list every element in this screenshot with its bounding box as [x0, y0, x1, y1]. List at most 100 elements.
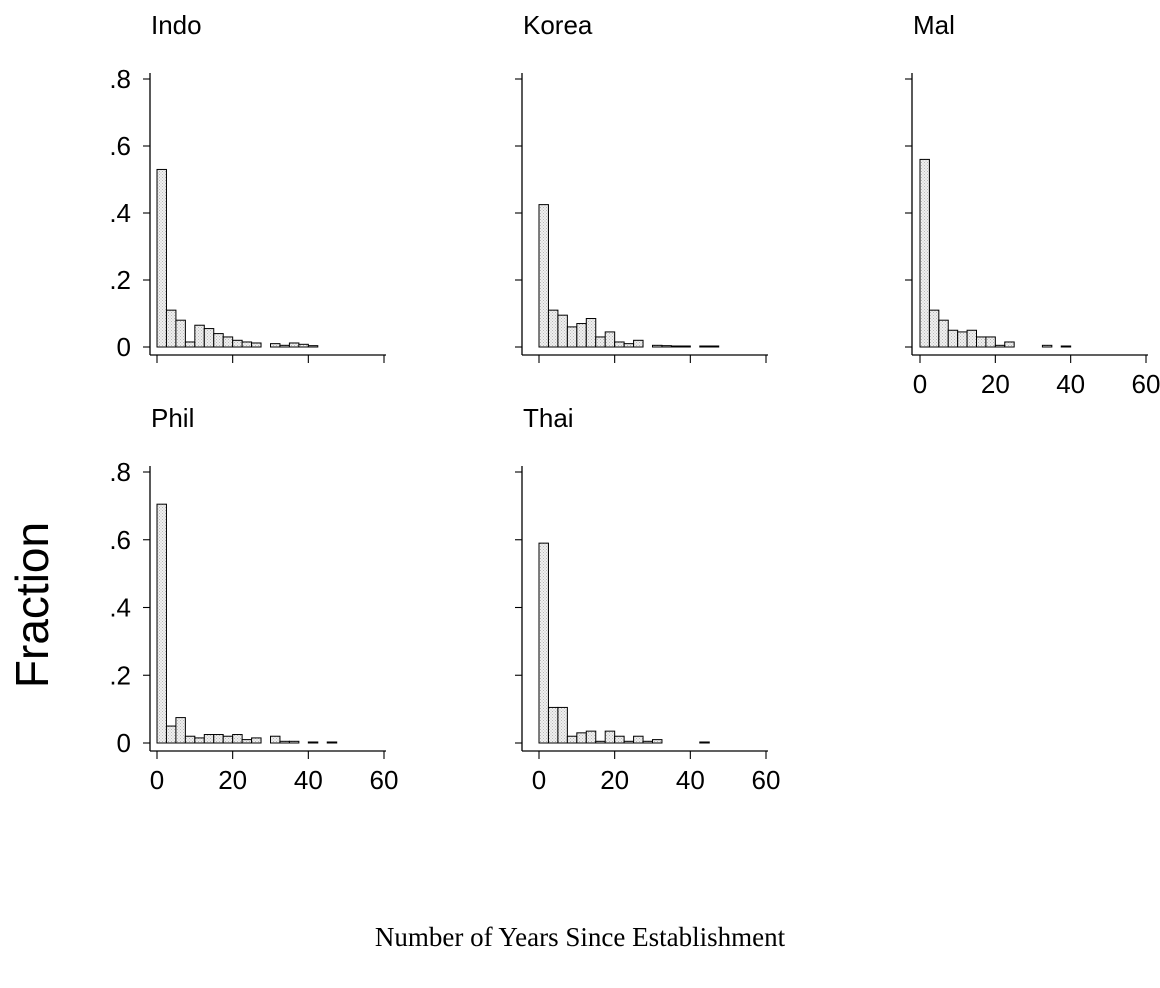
histogram-bar [232, 734, 243, 744]
histogram-bar [595, 336, 606, 348]
panel-title: Phil [151, 403, 194, 433]
y-tick-label: .4 [109, 198, 131, 228]
y-tick-label: 0 [117, 332, 131, 362]
histogram-bar [623, 343, 635, 348]
histogram-bar [184, 341, 196, 348]
y-tick-label: .2 [109, 660, 131, 690]
histogram-bar [670, 345, 682, 348]
histogram-bar [538, 204, 549, 348]
histogram-bar [976, 336, 987, 348]
histogram-bar [156, 168, 167, 348]
panel-indo: Indo 0 .2 .4 .6 .8 [109, 10, 386, 363]
histogram-bar [307, 345, 319, 348]
histogram-bar [251, 737, 262, 744]
histogram-bar [604, 331, 616, 348]
histogram-bar [194, 737, 205, 744]
y-tick-label: .4 [109, 593, 131, 623]
histogram-bar [213, 734, 224, 744]
panel-title: Indo [151, 10, 202, 40]
x-tick-label: 60 [752, 765, 781, 795]
histogram-bar [270, 735, 281, 744]
histogram-bar [251, 342, 262, 348]
panel-thai: Thai 0 20 40 60 [515, 403, 780, 795]
x-tick-label: 0 [913, 369, 927, 399]
histogram-bar [938, 319, 949, 348]
y-tick-label: 0 [117, 728, 131, 758]
panel-title: Mal [913, 10, 955, 40]
histogram-bar [288, 740, 300, 744]
histogram-bar [175, 319, 186, 348]
x-tick-label: 40 [1056, 369, 1085, 399]
panels: Indo 0 .2 .4 .6 .8 Korea Mal 0 20 40 60 Phil 0 .2 .4 .6.… [109, 10, 1160, 795]
panel-title: Korea [523, 10, 593, 40]
histogram-bar [680, 345, 691, 348]
histogram-bar [241, 739, 253, 744]
panel-korea: Korea [515, 10, 768, 363]
histogram-bar [947, 329, 959, 348]
histogram-bar [279, 740, 290, 744]
x-tick-label: 40 [294, 765, 323, 795]
histogram-bar [576, 732, 587, 744]
histogram-bar [623, 740, 635, 744]
histogram-bar [156, 503, 167, 744]
histogram-bar [213, 333, 224, 348]
panel-title: Thai [523, 403, 574, 433]
histogram-bar [222, 735, 234, 744]
x-tick-label: 20 [600, 765, 629, 795]
histogram-bar [165, 725, 177, 744]
histogram-bar [919, 158, 930, 348]
histogram-bar [165, 309, 177, 348]
histogram-bar [557, 706, 568, 744]
x-tick-label: 60 [370, 765, 399, 795]
histogram-bar [241, 341, 253, 348]
histogram-bar [1060, 345, 1072, 348]
y-tick-label: .2 [109, 265, 131, 295]
histogram-bar [222, 336, 234, 348]
panel-phil: Phil 0 .2 .4 .6 .8 0 20 40 60 [109, 403, 398, 795]
histogram-bar [547, 309, 559, 348]
histogram-bar [538, 542, 549, 744]
histogram-bar [604, 730, 616, 744]
histogram-bar [661, 345, 672, 348]
x-tick-label: 0 [150, 765, 164, 795]
y-tick-label: .8 [109, 457, 131, 487]
x-tick-label: 60 [1132, 369, 1160, 399]
histogram-bar [203, 734, 215, 744]
histogram-bar [595, 740, 606, 744]
y-axis-label: Fraction [6, 522, 58, 688]
histogram-bar [652, 344, 663, 348]
histogram-bar [642, 740, 654, 744]
x-axis-label: Number of Years Since Establishment [375, 922, 786, 952]
histogram-bar [985, 336, 996, 348]
histogram-bar [175, 717, 186, 744]
x-tick-label: 40 [676, 765, 705, 795]
y-tick-label: .6 [109, 131, 131, 161]
histogram-bar [232, 339, 243, 348]
histogram-bar [633, 735, 644, 744]
histogram-bar [184, 735, 196, 744]
histogram-bar [699, 741, 710, 744]
histogram-bar [994, 344, 1006, 348]
histogram-bar [576, 323, 587, 348]
histogram-bar [557, 314, 568, 348]
x-tick-label: 0 [532, 765, 546, 795]
histogram-bar [966, 329, 977, 348]
histogram-bar [298, 343, 309, 348]
x-tick-label: 20 [981, 369, 1010, 399]
histogram-bar [652, 739, 663, 744]
histogram-bar [1004, 341, 1015, 348]
histogram-bar [326, 741, 338, 744]
histogram-bar [288, 342, 300, 348]
histogram-bar [614, 735, 625, 744]
histogram-bar [585, 730, 597, 744]
y-tick-label: .6 [109, 525, 131, 555]
histogram-bar [699, 345, 710, 348]
histogram-bar [928, 309, 940, 348]
histogram-bar [270, 343, 281, 348]
x-tick-label: 20 [218, 765, 247, 795]
histogram-bar [194, 324, 205, 348]
histogram-bar [614, 341, 625, 348]
histogram-bar [307, 741, 319, 744]
histogram-bar [708, 345, 720, 348]
